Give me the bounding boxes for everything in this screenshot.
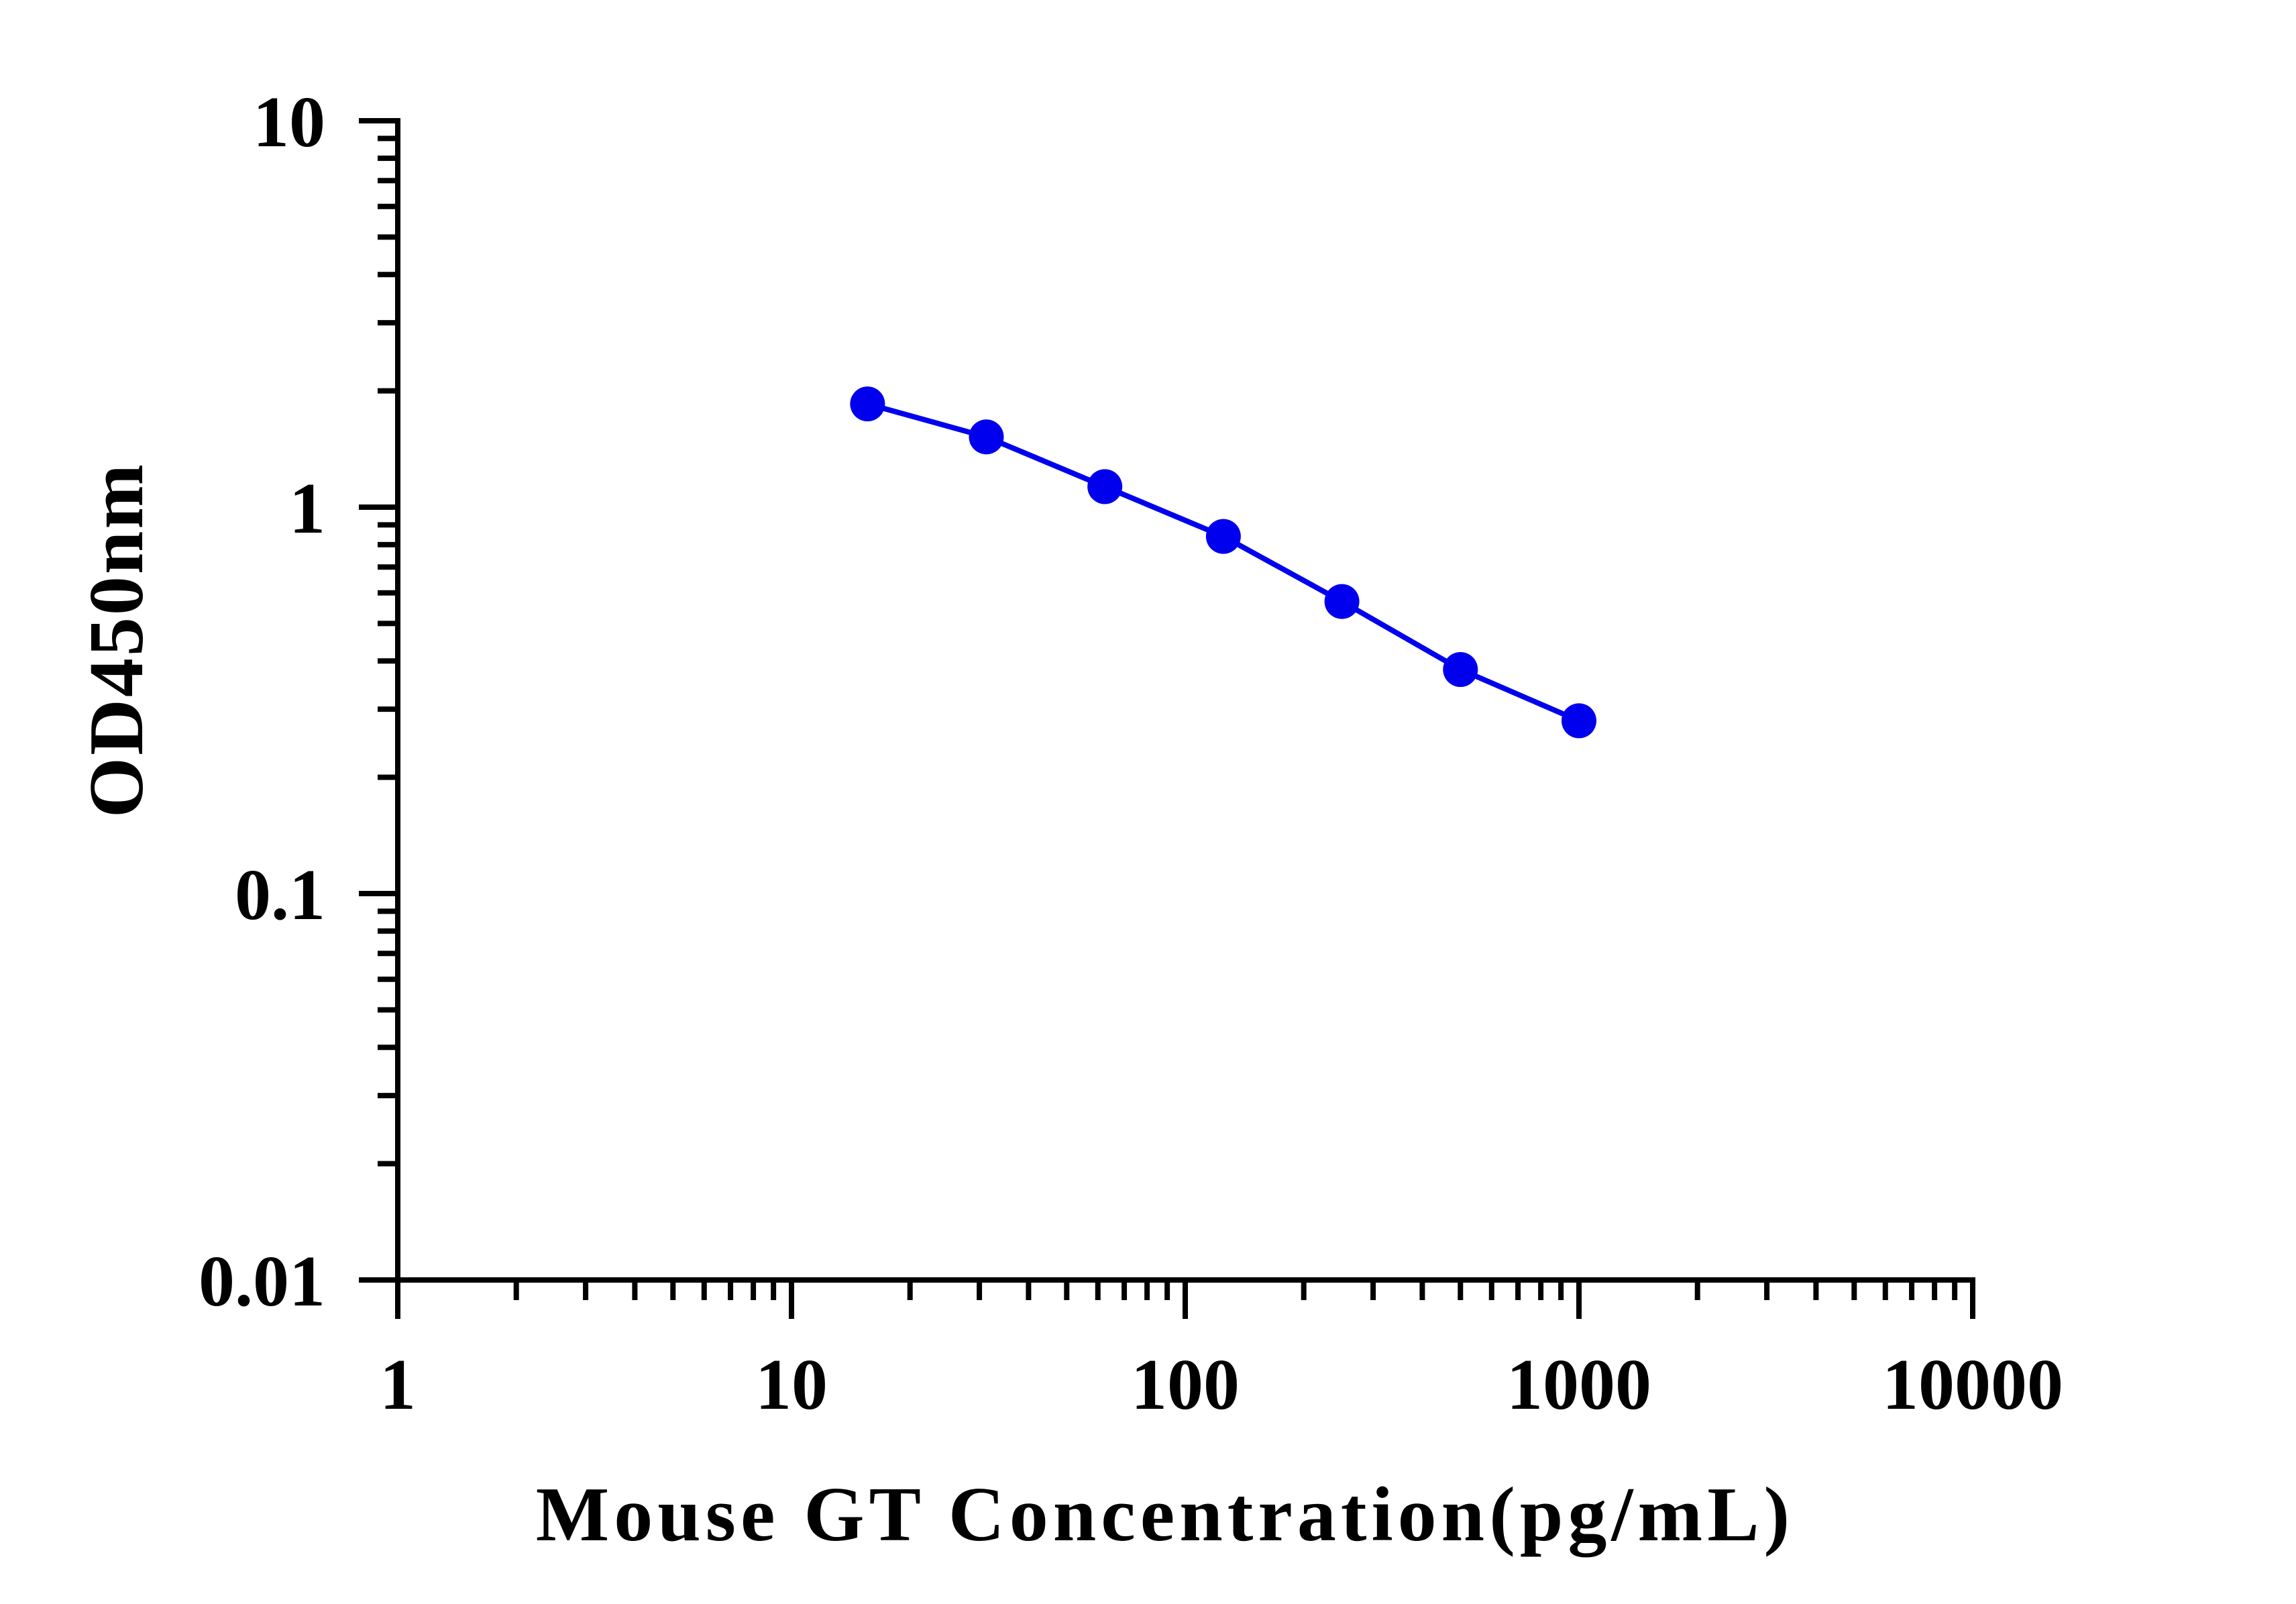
series-layer xyxy=(850,386,1596,739)
y-tick-label: 10 xyxy=(253,83,325,162)
y-tick-label: 1 xyxy=(289,469,325,549)
data-point xyxy=(1562,703,1596,739)
y-tick-label: 0.1 xyxy=(235,855,325,935)
data-point xyxy=(969,419,1004,455)
x-tick-label: 1 xyxy=(380,1345,416,1425)
y-axis-title: OD450nm xyxy=(74,462,160,818)
data-point xyxy=(1205,519,1241,554)
x-tick-label: 10000 xyxy=(1882,1345,2063,1425)
y-tick-label: 0.01 xyxy=(199,1242,325,1322)
x-tick-label: 10 xyxy=(755,1345,828,1425)
data-point xyxy=(850,386,885,422)
axes: 1 10 100 1000 10000 0.01 0.1 1 10 xyxy=(199,83,2063,1425)
data-point xyxy=(1443,652,1478,688)
data-point xyxy=(1324,584,1360,619)
x-axis-title: Mouse GT Concentration(pg/mL) xyxy=(536,1472,1794,1558)
x-tick-label: 1000 xyxy=(1507,1345,1651,1425)
x-tick-label: 100 xyxy=(1131,1345,1240,1425)
data-point xyxy=(1087,469,1123,504)
